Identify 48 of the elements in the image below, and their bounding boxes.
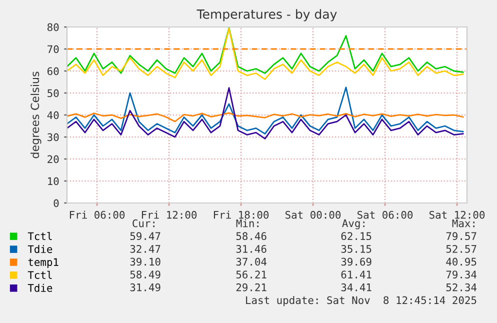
text: 59.47 [130, 232, 160, 240]
x-tick-label: Sat 12:00 [429, 210, 485, 219]
text: 32.47 [130, 244, 160, 253]
text: 58.49 [130, 270, 160, 278]
y-tick-label: 10 [48, 177, 59, 186]
legend-label: Tdie [28, 245, 52, 254]
x-tick-label: Sat 00:00 [285, 210, 341, 219]
text: 31.49 [130, 283, 160, 292]
text: 52.57 [446, 244, 476, 253]
y-tick-label: 70 [48, 45, 59, 54]
y-tick-label: 60 [47, 67, 59, 76]
text: 39.69 [341, 258, 372, 266]
line-series [67, 112, 464, 122]
y-tick-label: 0 [54, 199, 59, 208]
text: Cur: [132, 219, 154, 228]
text: 31.46 [236, 244, 266, 253]
text: 61.41 [341, 270, 372, 278]
text: 52.34 [446, 283, 477, 292]
legend-label: Tctl [28, 270, 52, 279]
text: 62.15 [341, 232, 372, 240]
text: 34.41 [341, 283, 372, 292]
text: 79.34 [446, 270, 477, 278]
y-tick-label: 80 [47, 23, 59, 32]
text: 79.57 [446, 232, 476, 240]
x-tick-label: Sat 06:00 [357, 210, 413, 219]
x-tick-label: Fri 18:00 [214, 210, 269, 219]
text: 29.21 [236, 283, 266, 292]
legend-label: Tdie [28, 284, 52, 292]
text: Avg: [342, 219, 364, 230]
y-axis-title: degrees Celsius [30, 72, 42, 158]
y-tick-label: 30 [48, 133, 59, 142]
text: 40.95 [446, 258, 476, 266]
text: 56.21 [236, 270, 266, 278]
text: Min: [236, 219, 258, 228]
y-tick-label: 40 [47, 111, 59, 120]
y-tick-label: 50 [48, 89, 59, 98]
legend-label: temp1 [28, 258, 58, 268]
y-tick-label: 20 [48, 155, 59, 164]
text: 39.10 [130, 258, 160, 266]
legend-label: Tctl [28, 232, 52, 240]
text: Last update: Sat Nov 8 12:45:14 2025 [246, 296, 476, 306]
chart-title: Temperatures - by day [196, 9, 337, 22]
x-tick-label: Fri 06:00 [70, 210, 125, 219]
text: 35.15 [341, 244, 372, 253]
text: Max: [452, 219, 474, 228]
text: 58.46 [236, 232, 266, 240]
x-tick-label: Fri 12:00 [142, 210, 197, 219]
text: 37.04 [236, 258, 267, 266]
